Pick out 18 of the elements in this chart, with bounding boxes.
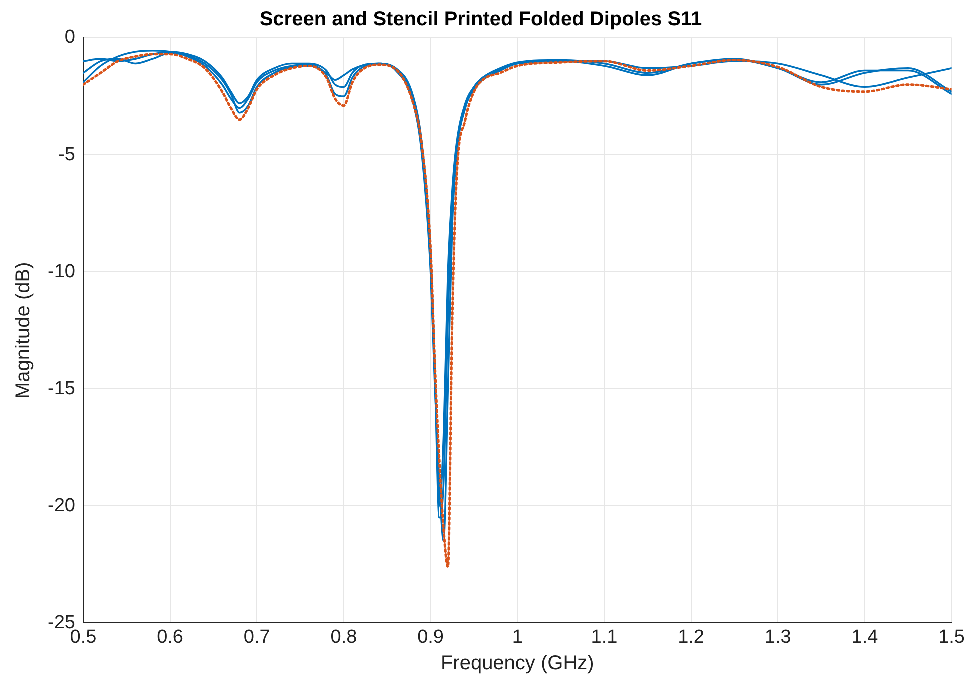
x-tick-label: 0.8 [330,626,358,648]
x-tick-label: 1.5 [938,626,966,648]
x-tick-label: 0.6 [157,626,184,648]
y-axis-title: Magnitude (dB) [12,262,35,399]
chart-title: Screen and Stencil Printed Folded Dipoles S11 [260,8,702,31]
x-tick-label: 0.9 [418,626,444,648]
x-axis-title: Frequency (GHz) [440,652,594,675]
y-tick-label: 0 [64,27,76,48]
y-tick-label: -15 [48,378,76,400]
y-tick-label: -20 [48,495,76,516]
x-tick-label: 1.1 [591,626,618,648]
y-tick-label: -10 [48,261,76,282]
x-tick-label: 1.2 [678,626,705,648]
x-tick-label: 1 [512,626,523,648]
y-tick-label: -5 [58,144,76,166]
x-tick-label: 1.4 [852,626,879,648]
x-tick-label: 0.7 [244,626,270,648]
x-tick-label: 1.3 [764,626,792,648]
